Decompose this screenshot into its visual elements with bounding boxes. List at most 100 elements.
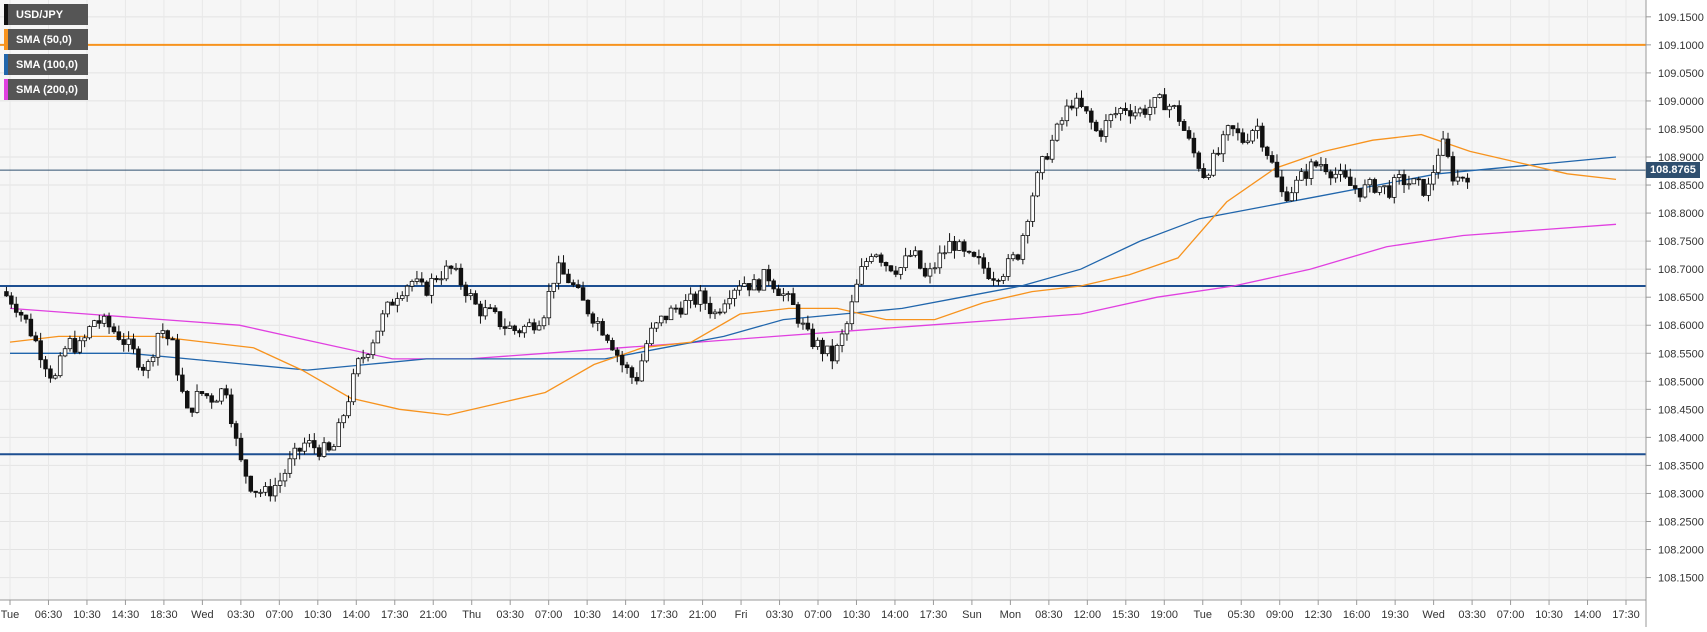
candle-body-down [1240,132,1246,143]
candle-body-up [307,440,312,444]
candle-body-up [942,252,947,255]
x-tick-label: 10:30 [573,609,601,621]
candle-body-down [996,279,1001,282]
candle-body-down [512,325,517,332]
candle [1445,132,1451,159]
candle [302,437,307,455]
candle-body-down [1348,176,1353,186]
candle-body-down [448,265,454,269]
candle [1460,176,1465,182]
candle-body-down [224,388,229,396]
candle [922,262,928,278]
x-tick-label: 06:30 [35,609,63,621]
candle-body-up [1318,164,1324,167]
candle [957,239,962,251]
candle [297,447,302,460]
candle [634,372,640,385]
candle-body-up [1377,186,1382,193]
candle-body-up [1010,254,1016,260]
candle-body-up [1054,123,1060,141]
candle [1162,88,1167,111]
candle-body-up [1025,221,1030,236]
candle [527,318,532,328]
candle [561,255,566,275]
candle [204,393,210,399]
legend-item-sma200[interactable]: SMA (200,0) [4,79,88,100]
candle-body-down [1181,121,1187,131]
candle-body-down [18,311,24,316]
candle [282,469,288,487]
candle [1435,148,1441,179]
legend-item-sma50[interactable]: SMA (50,0) [4,29,88,50]
candle [1235,122,1241,141]
candle [87,325,92,340]
candle-body-down [918,250,923,269]
candle-body-up [644,343,649,362]
candle [1440,130,1446,157]
candle-body-up [258,491,263,494]
candle [1074,92,1079,117]
legend-item-price[interactable]: USD/JPY [4,4,88,25]
x-tick-label: 19:30 [1381,609,1409,621]
candle-body-down [1089,110,1094,123]
candle [844,321,850,341]
candle [18,309,24,322]
candle [380,310,385,336]
candle [253,490,258,498]
candle-body-down [268,486,273,497]
candle [277,472,283,493]
candle-body-up [659,315,664,324]
candle [429,273,434,304]
candle-body-up [375,330,381,344]
candle [1035,170,1040,198]
legend-item-sma100[interactable]: SMA (100,0) [4,54,88,75]
candle [908,250,913,258]
candle-body-down [756,279,762,291]
x-tick-label: 14:00 [881,609,909,621]
candle [1333,167,1338,183]
candle [839,329,845,353]
candle-body-down [771,280,776,290]
candle-body-up [1157,94,1162,98]
candle [126,331,131,352]
candle [654,321,659,333]
sma100-line [10,156,1617,371]
candle-body-up [546,291,552,319]
x-tick-label: Wed [1422,609,1444,621]
candle [1401,169,1407,194]
candle-body-up [859,266,864,285]
candle [1245,133,1250,145]
candle [385,301,390,318]
candle-body-down [1196,152,1202,169]
candle [346,395,351,419]
candle-body-up [1133,112,1138,117]
candle [77,336,82,355]
candle-body-down [624,364,630,369]
candle-body-down [971,251,977,257]
candle-body-down [434,278,439,281]
candle [1123,102,1128,116]
candle [160,323,166,339]
candle [48,365,53,383]
candle-body-down [1177,105,1182,122]
x-tick-label: 16:00 [1343,609,1371,621]
candle-body-up [400,295,405,299]
legend-label-sma200: SMA (200,0) [16,83,78,96]
candle-body-down [1015,254,1021,260]
plot-background [0,0,1646,600]
candle-body-down [805,322,811,330]
candle-body-down [590,313,596,324]
candle [443,260,449,282]
candle-body-down [463,284,469,297]
candle [883,261,889,272]
x-tick-label: Thu [462,609,481,621]
candle [795,301,801,328]
candle [1289,186,1294,202]
candle-body-up [1167,105,1172,111]
candle-body-up [150,356,156,363]
candle [395,292,400,313]
candle [356,357,361,377]
candle [1357,188,1363,202]
